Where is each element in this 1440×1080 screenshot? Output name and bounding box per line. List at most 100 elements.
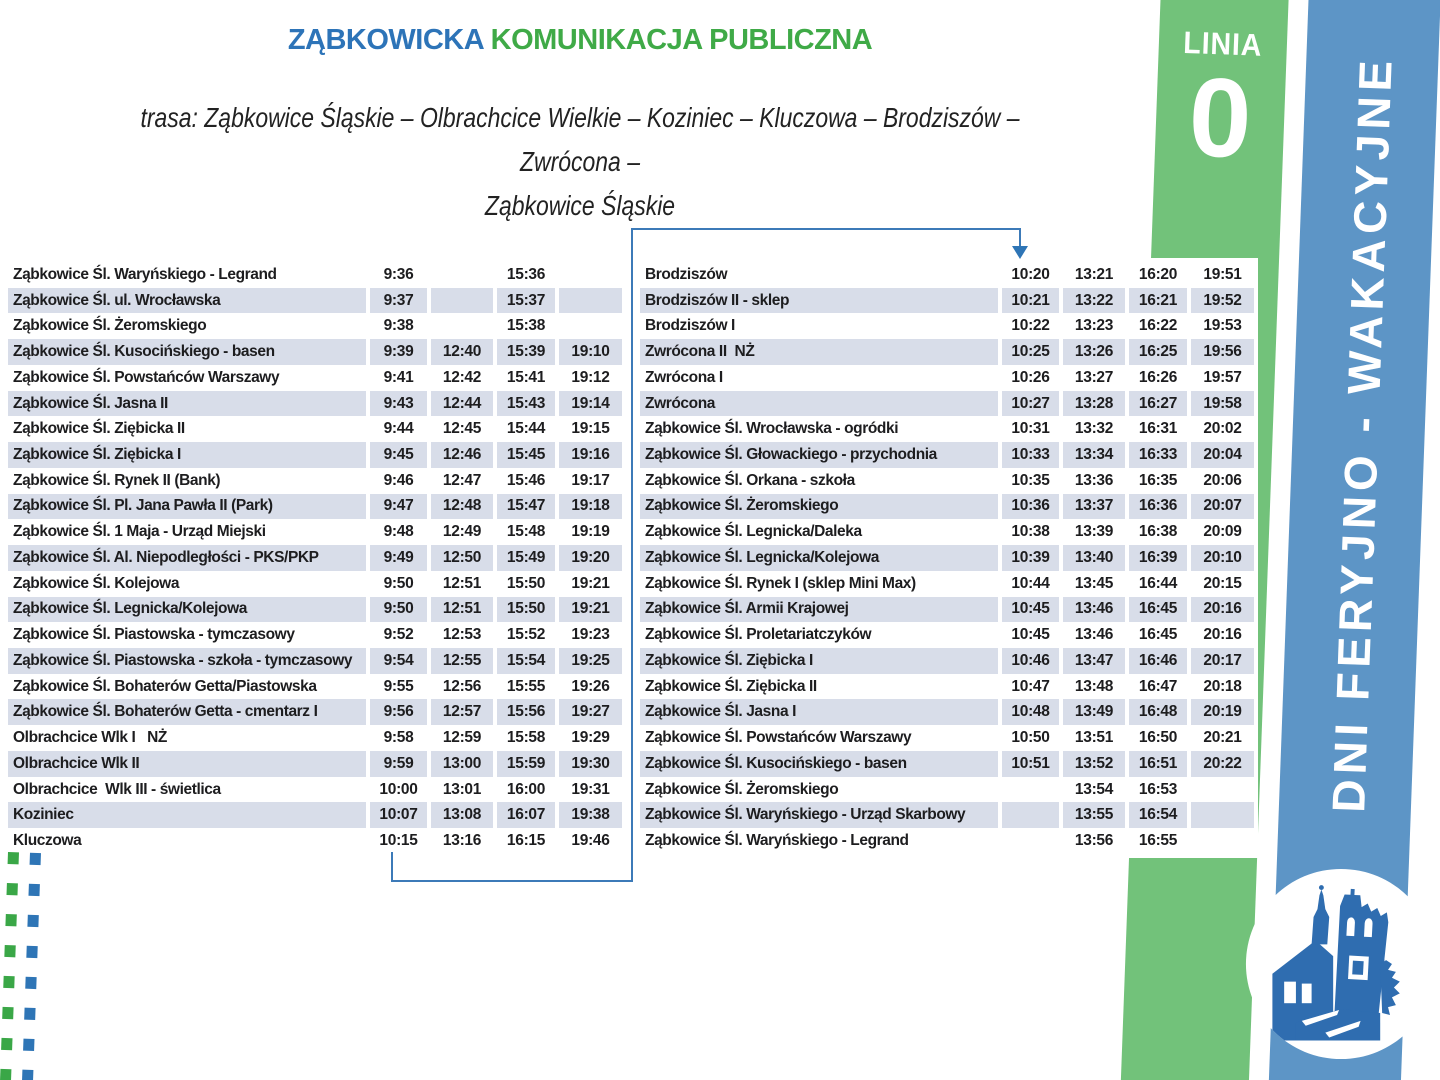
stop-name-cell: Olbrachcice Wlk II bbox=[8, 750, 366, 777]
time-cell: 10:25 bbox=[1002, 339, 1059, 365]
stop-name-cell: Ząbkowice Śl. Legnicka/Kolejowa bbox=[8, 596, 366, 623]
time-cell: 13:32 bbox=[1074, 420, 1114, 438]
dot-row bbox=[1, 1037, 35, 1052]
stop-name-cell: Ząbkowice Śl. Orkana - szkoła bbox=[645, 471, 855, 489]
time-cell: 10:51 bbox=[1002, 750, 1059, 777]
time-cell bbox=[1002, 777, 1059, 803]
stop-name-cell: Brodziszów I bbox=[645, 317, 735, 335]
time-cell: 19:30 bbox=[559, 750, 622, 777]
table-row: Ząbkowice Śl. Powstańców Warszawy 10:50 13… bbox=[640, 725, 1256, 751]
time-cell: 15:47 bbox=[497, 493, 555, 520]
stop-name-cell: Koziniec bbox=[8, 802, 366, 829]
time-cell: 12:44 bbox=[431, 390, 493, 417]
stop-name-cell: Ząbkowice Śl. Waryńskiego - Urząd Skarbo… bbox=[640, 802, 998, 829]
time-cell bbox=[1002, 802, 1059, 829]
time-cell: 16:00 bbox=[506, 780, 546, 798]
time-cell: 10:47 bbox=[1011, 677, 1050, 695]
time-cell: 12:45 bbox=[442, 420, 482, 438]
time-cell: 19:38 bbox=[559, 802, 622, 829]
time-cell bbox=[1191, 802, 1254, 829]
table-row: Ząbkowice Śl. Żeromskiego 10:36 13:37 16:36… bbox=[640, 493, 1256, 520]
time-cell: 10:45 bbox=[1002, 596, 1059, 623]
table-row: Ząbkowice Śl. Legnicka/Kolejowa 10:39 13:4… bbox=[640, 545, 1256, 571]
time-cell: 13:22 bbox=[1063, 287, 1125, 314]
table-row: Ząbkowice Śl. Al. Niepodległości - PKS/P… bbox=[8, 545, 628, 571]
table-row: Kluczowa 10:15 13:16 16:15 19:46 bbox=[8, 828, 628, 854]
time-cell: 12:51 bbox=[442, 574, 482, 592]
time-cell: 13:37 bbox=[1063, 493, 1125, 520]
table-row: Ząbkowice Śl. Bohaterów Getta - cmentarz… bbox=[8, 699, 628, 726]
table-row: Ząbkowice Śl. Ziębicka I 9:45 12:46 15:45 19… bbox=[8, 442, 628, 468]
table-row: Ząbkowice Śl. Rynek I (sklep Mini Max) 10… bbox=[640, 571, 1256, 597]
time-cell: 12:40 bbox=[431, 339, 493, 365]
time-cell: 9:58 bbox=[383, 729, 414, 747]
time-cell: 9:38 bbox=[383, 317, 414, 335]
table-row: Ząbkowice Śl. Rynek II (Bank) 9:46 12:47 15… bbox=[8, 468, 628, 494]
table-row: Ząbkowice Śl. Powstańców Warszawy 9:41 12:… bbox=[8, 365, 628, 391]
time-cell: 16:50 bbox=[1138, 729, 1178, 747]
time-cell: 19:14 bbox=[559, 390, 622, 417]
stop-name-cell: Ząbkowice Śl. Ziębicka II bbox=[13, 420, 185, 438]
table-row: Ząbkowice Śl. Ziębicka II 10:47 13:48 16:47… bbox=[640, 674, 1256, 700]
time-cell: 19:58 bbox=[1191, 390, 1254, 417]
time-cell: 13:55 bbox=[1063, 802, 1125, 829]
stop-name-cell: Ząbkowice Śl. Kusocińskiego - basen bbox=[640, 750, 998, 777]
time-cell: 10:33 bbox=[1002, 442, 1059, 468]
time-cell: 16:20 bbox=[1138, 265, 1178, 283]
blue-square bbox=[29, 852, 41, 866]
stop-name-cell: Ząbkowice Śl. Żeromskiego bbox=[13, 317, 207, 335]
time-cell: 19:10 bbox=[559, 339, 622, 365]
time-cell: 15:41 bbox=[506, 368, 546, 386]
stop-name-cell: Ząbkowice Śl. Pl. Jana Pawła II (Park) bbox=[8, 493, 366, 520]
stop-name-cell: Kluczowa bbox=[13, 832, 82, 850]
time-cell: 13:16 bbox=[442, 832, 482, 850]
time-cell: 12:42 bbox=[442, 368, 482, 386]
green-square bbox=[4, 944, 16, 958]
time-cell: 9:59 bbox=[370, 750, 427, 777]
time-cell: 20:18 bbox=[1203, 677, 1242, 695]
table-row: Ząbkowice Śl. Legnicka/Daleka 10:38 13:39 1… bbox=[640, 519, 1256, 545]
time-cell: 20:22 bbox=[1191, 750, 1254, 777]
stop-name-cell: Ząbkowice Śl. Proletariatczyków bbox=[645, 626, 872, 644]
time-cell: 16:51 bbox=[1129, 750, 1187, 777]
table-row: Ząbkowice Śl. Armii Krajowej 10:45 13:46 16… bbox=[640, 596, 1256, 623]
time-cell: 19:18 bbox=[559, 493, 622, 520]
table-row: Ząbkowice Śl. Waryńskiego - Legrand 9:36 1… bbox=[8, 262, 628, 288]
table-row: Olbrachcice Wlk I NŻ 9:58 12:59 15:58 19:29 bbox=[8, 725, 628, 751]
time-cell: 16:22 bbox=[1138, 317, 1178, 335]
time-cell: 12:51 bbox=[431, 596, 493, 623]
time-cell: 16:21 bbox=[1129, 287, 1187, 314]
time-cell: 16:31 bbox=[1138, 420, 1178, 438]
time-cell bbox=[431, 287, 493, 314]
table-row: Ząbkowice Śl. Waryńskiego - Legrand 13:56… bbox=[640, 828, 1256, 854]
stop-name-cell: Ząbkowice Śl. Ziębicka I bbox=[640, 648, 998, 674]
time-cell: 16:07 bbox=[497, 802, 555, 829]
table-row: Zwrócona II NŻ 10:25 13:26 16:25 19:56 bbox=[640, 339, 1256, 365]
table-row: Ząbkowice Śl. Kusocińskiego - basen 10:51… bbox=[640, 750, 1256, 777]
time-cell: 15:54 bbox=[497, 648, 555, 674]
time-cell: 16:48 bbox=[1129, 699, 1187, 726]
page-title: ZĄBKOWICKA KOMUNIKACJA PUBLICZNA bbox=[0, 24, 1160, 57]
time-cell: 20:16 bbox=[1191, 596, 1254, 623]
time-cell: 13:56 bbox=[1074, 832, 1114, 850]
time-cell: 19:52 bbox=[1191, 287, 1254, 314]
dot-row bbox=[6, 882, 40, 897]
green-square bbox=[3, 975, 15, 989]
time-cell: 13:27 bbox=[1074, 368, 1114, 386]
time-cell: 10:00 bbox=[379, 780, 418, 798]
stop-name-cell: Ząbkowice Śl. Głowackiego - przychodnia bbox=[640, 442, 998, 468]
time-cell: 19:17 bbox=[571, 471, 610, 489]
green-square bbox=[2, 1006, 14, 1020]
table-row: Ząbkowice Śl. Kolejowa 9:50 12:51 15:50 19:2… bbox=[8, 571, 628, 597]
stop-name-cell: Ząbkowice Śl. Kusocińskiego - basen bbox=[8, 339, 366, 365]
time-cell bbox=[559, 287, 622, 314]
table-row: Zwrócona 10:27 13:28 16:27 19:58 bbox=[640, 390, 1256, 417]
time-cell: 9:55 bbox=[383, 677, 414, 695]
table-row: Ząbkowice Śl. Żeromskiego 9:38 15:38 bbox=[8, 313, 628, 339]
time-cell: 9:41 bbox=[383, 368, 414, 386]
stop-name-cell: Ząbkowice Śl. Armii Krajowej bbox=[640, 596, 998, 623]
stop-name-cell: Ząbkowice Śl. Powstańców Warszawy bbox=[645, 729, 912, 747]
time-cell: 13:45 bbox=[1074, 574, 1114, 592]
time-cell: 12:48 bbox=[431, 493, 493, 520]
time-cell: 13:46 bbox=[1063, 596, 1125, 623]
